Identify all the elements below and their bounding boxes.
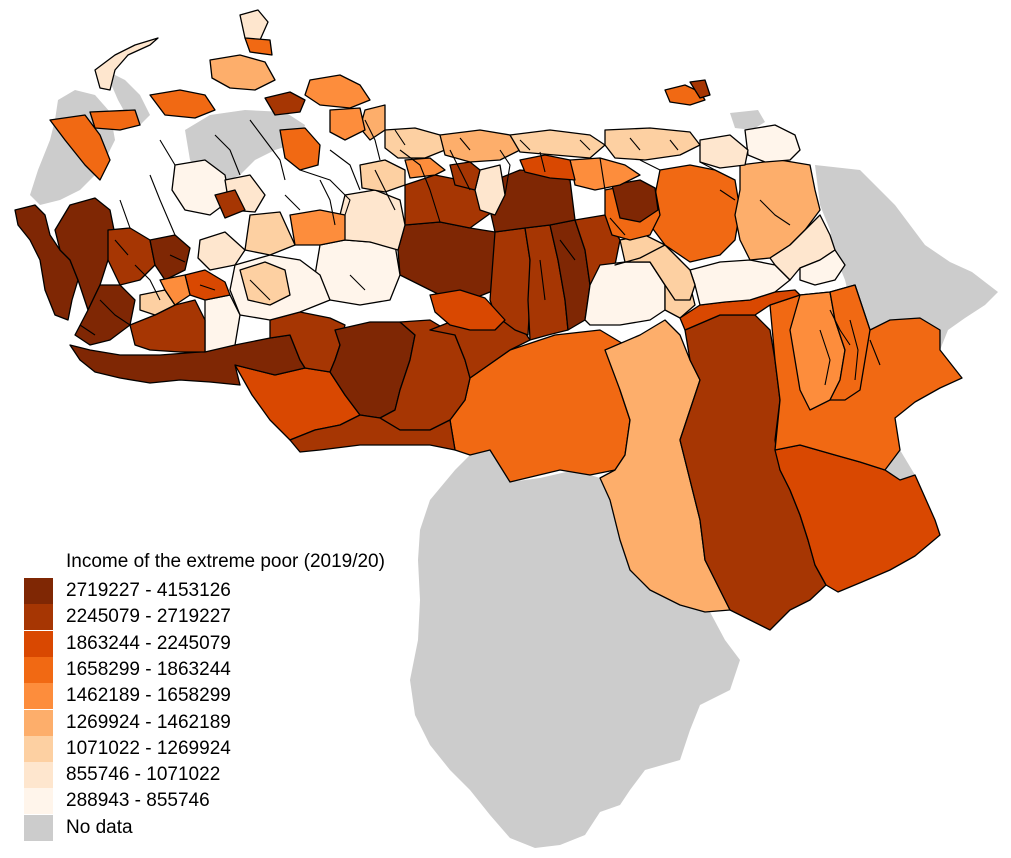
region-carabobo-light (244, 211, 296, 256)
no-data-region-lake-maracaibo (185, 110, 305, 182)
region-zulia-perija (14, 204, 79, 321)
legend-label: 855746 - 1071022 (66, 764, 221, 786)
no-data-region-amazonas-south (410, 450, 740, 848)
legend-item: 855746 - 1071022 (24, 762, 354, 789)
region-aragua-coast (439, 129, 521, 163)
region-anzoategui-coast (569, 157, 641, 191)
legend-label: 1863244 - 2245079 (66, 632, 231, 654)
region-delta-mid (829, 284, 871, 401)
legend-label: 1269924 - 1462189 (66, 711, 231, 733)
legend-swatch (24, 604, 53, 631)
region-falcon-coast-orange (304, 74, 371, 109)
legend-item: 1658299 - 1863244 (24, 656, 354, 683)
legend-item: 1071022 - 1269924 (24, 735, 354, 762)
region-portuguesa-pale (204, 294, 241, 353)
legend-label: 1462189 - 1658299 (66, 685, 231, 707)
region-trujillo-dark (214, 189, 246, 219)
legend-item: 1462189 - 1658299 (24, 683, 354, 710)
region-zulia-north-strip (89, 109, 141, 131)
legend-label: No data (66, 816, 133, 838)
region-zulia-north-orange (49, 114, 111, 181)
legend-swatch (24, 683, 53, 710)
region-apure-west (69, 334, 306, 386)
legend-label: 2245079 - 2719227 (66, 606, 231, 628)
region-anzoategui-north-dark (611, 179, 659, 223)
legend-swatch (24, 709, 53, 736)
region-delta-tip (799, 249, 846, 286)
no-data-region-west-coast (105, 70, 150, 125)
region-guarico-west (397, 221, 501, 301)
region-guajira-tip (94, 37, 159, 91)
region-apure-south-band (289, 414, 456, 453)
region-paraguana-top (239, 9, 269, 41)
region-trujillo-orange (159, 274, 191, 306)
legend-label: 1658299 - 1863244 (66, 658, 231, 680)
region-anzoategui-east (614, 244, 696, 301)
region-miranda-east (519, 154, 576, 181)
region-anzoategui-pale (584, 261, 666, 326)
region-falcon-south (279, 127, 321, 171)
legend-label: 288943 - 855746 (66, 790, 210, 812)
municipal-boundaries (79, 119, 881, 386)
no-data-region-island (730, 110, 765, 130)
region-miranda-coast (509, 129, 606, 159)
region-sucre-west (604, 127, 701, 161)
legend-swatch (24, 656, 53, 683)
legend-swatch (24, 762, 53, 789)
legend-item: 2245079 - 2719227 (24, 604, 354, 631)
legend-item: 1269924 - 1462189 (24, 709, 354, 736)
region-zulia-east-shore (149, 234, 191, 281)
region-cojedes-light (239, 261, 291, 306)
region-merida-orange (184, 269, 231, 301)
region-guarico-north-light (359, 159, 406, 193)
legend-title: Income of the extreme poor (2019/20) (66, 551, 385, 572)
region-yaracuy-pale (197, 231, 246, 271)
legend-item: 288943 - 855746 (24, 788, 354, 815)
region-paraguana-orange (244, 37, 273, 56)
legend-item: 2719227 - 4153126 (24, 578, 354, 604)
legend-swatch (24, 788, 53, 815)
region-monagas-pale (689, 259, 791, 306)
region-zulia-sur-lago (107, 227, 156, 286)
legend-label: 2719227 - 4153126 (66, 580, 231, 601)
legend-swatch (24, 814, 53, 841)
legend-label: 1071022 - 1269924 (66, 737, 231, 759)
legend-swatch (24, 735, 53, 762)
region-margarita-east (689, 79, 711, 99)
region-sucre-mid (699, 134, 749, 169)
region-guarico-south-orange (429, 289, 506, 331)
region-falcon-peninsula (209, 54, 276, 91)
region-guarico-orange-small (404, 157, 446, 179)
region-guarico-mid-orange (289, 209, 346, 246)
region-falcon-east (329, 107, 366, 141)
region-falcon-west-orange (149, 89, 216, 119)
legend-swatch (24, 630, 53, 657)
region-merida-light (139, 289, 176, 316)
region-sucre-east (744, 124, 801, 163)
region-miranda-small-dark (449, 161, 481, 191)
region-carabobo-coast (384, 127, 446, 159)
region-falcon-dark (264, 91, 306, 116)
legend-item: No data (24, 814, 354, 841)
legend-swatch (24, 578, 53, 604)
legend-item: 1863244 - 2245079 (24, 630, 354, 657)
